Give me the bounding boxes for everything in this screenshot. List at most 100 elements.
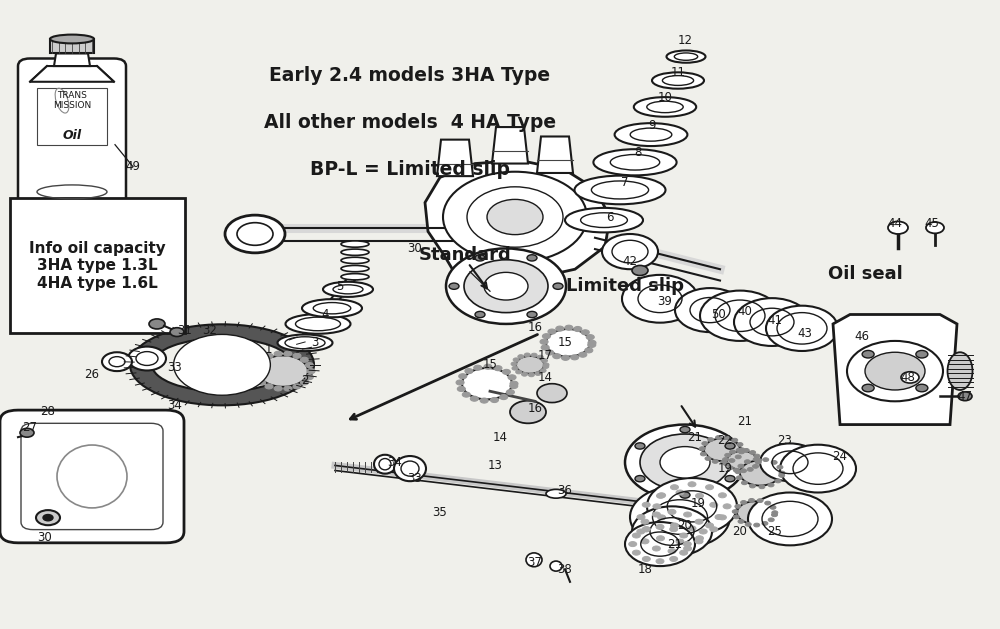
- Circle shape: [506, 389, 514, 395]
- Circle shape: [553, 353, 561, 359]
- Circle shape: [765, 501, 771, 505]
- Circle shape: [588, 342, 596, 347]
- Circle shape: [725, 454, 731, 457]
- Circle shape: [759, 485, 765, 489]
- Circle shape: [300, 380, 308, 385]
- Circle shape: [756, 459, 762, 462]
- Circle shape: [510, 381, 518, 386]
- Circle shape: [251, 369, 259, 374]
- Circle shape: [490, 398, 498, 403]
- Text: 14: 14: [538, 371, 552, 384]
- Circle shape: [511, 362, 517, 366]
- Circle shape: [635, 443, 645, 449]
- FancyBboxPatch shape: [37, 88, 107, 145]
- Text: 19: 19: [718, 462, 732, 475]
- Text: 27: 27: [22, 421, 38, 434]
- Circle shape: [749, 499, 755, 503]
- Polygon shape: [537, 136, 573, 173]
- Text: 15: 15: [483, 359, 497, 371]
- Circle shape: [862, 384, 874, 392]
- Text: 20: 20: [733, 525, 747, 538]
- Circle shape: [652, 546, 660, 551]
- Circle shape: [459, 374, 467, 379]
- Circle shape: [733, 515, 739, 519]
- Circle shape: [457, 386, 465, 391]
- Circle shape: [446, 248, 566, 324]
- Text: 5: 5: [336, 280, 344, 292]
- FancyBboxPatch shape: [10, 198, 185, 333]
- Text: 19: 19: [690, 497, 706, 509]
- Circle shape: [680, 492, 690, 498]
- Circle shape: [305, 375, 313, 380]
- Circle shape: [632, 265, 648, 276]
- Text: 30: 30: [408, 242, 422, 255]
- Circle shape: [779, 474, 785, 477]
- Circle shape: [170, 328, 184, 337]
- Text: 50: 50: [711, 308, 725, 321]
- Circle shape: [253, 362, 261, 367]
- Text: 21: 21: [688, 431, 702, 443]
- Circle shape: [475, 311, 485, 318]
- Text: 24: 24: [832, 450, 848, 462]
- Circle shape: [265, 353, 273, 359]
- Text: 4: 4: [321, 308, 329, 321]
- Circle shape: [258, 380, 266, 385]
- Circle shape: [548, 329, 556, 334]
- Ellipse shape: [341, 249, 369, 255]
- Circle shape: [916, 384, 928, 392]
- Circle shape: [738, 450, 744, 454]
- Circle shape: [676, 490, 684, 495]
- Circle shape: [513, 358, 519, 362]
- Circle shape: [721, 460, 727, 464]
- Circle shape: [684, 512, 692, 517]
- Circle shape: [510, 401, 546, 423]
- Circle shape: [683, 542, 691, 547]
- Ellipse shape: [394, 456, 426, 481]
- Text: 15: 15: [558, 337, 572, 349]
- Circle shape: [727, 466, 733, 470]
- Text: 45: 45: [925, 217, 939, 230]
- Circle shape: [718, 515, 726, 520]
- Circle shape: [735, 470, 741, 474]
- Circle shape: [749, 484, 755, 488]
- Text: 43: 43: [798, 327, 812, 340]
- Circle shape: [740, 469, 746, 472]
- Circle shape: [712, 460, 718, 464]
- Circle shape: [688, 482, 696, 487]
- Ellipse shape: [615, 123, 687, 146]
- Circle shape: [771, 460, 777, 464]
- Circle shape: [574, 326, 582, 331]
- Circle shape: [715, 515, 723, 520]
- Text: 34: 34: [388, 456, 402, 469]
- Circle shape: [668, 548, 676, 554]
- Circle shape: [625, 425, 745, 500]
- Circle shape: [777, 465, 783, 469]
- Ellipse shape: [341, 265, 369, 272]
- Circle shape: [684, 546, 692, 551]
- Text: 32: 32: [203, 324, 217, 337]
- Circle shape: [702, 442, 708, 445]
- Ellipse shape: [574, 175, 666, 204]
- Circle shape: [729, 459, 735, 462]
- Circle shape: [676, 539, 684, 544]
- Text: 42: 42: [622, 255, 638, 267]
- Circle shape: [708, 438, 714, 442]
- Circle shape: [696, 536, 704, 541]
- Circle shape: [732, 509, 738, 513]
- FancyBboxPatch shape: [18, 58, 126, 212]
- Circle shape: [675, 288, 745, 332]
- Ellipse shape: [128, 347, 166, 370]
- Ellipse shape: [323, 282, 373, 297]
- Circle shape: [258, 355, 308, 387]
- Circle shape: [640, 434, 730, 491]
- Circle shape: [724, 436, 730, 440]
- Circle shape: [642, 526, 650, 532]
- Text: 20: 20: [678, 519, 692, 532]
- Circle shape: [625, 522, 695, 566]
- Circle shape: [743, 448, 749, 452]
- Text: 11: 11: [670, 66, 686, 79]
- Circle shape: [680, 550, 688, 555]
- Ellipse shape: [593, 149, 677, 175]
- Polygon shape: [30, 66, 114, 82]
- Text: 21: 21: [738, 415, 753, 428]
